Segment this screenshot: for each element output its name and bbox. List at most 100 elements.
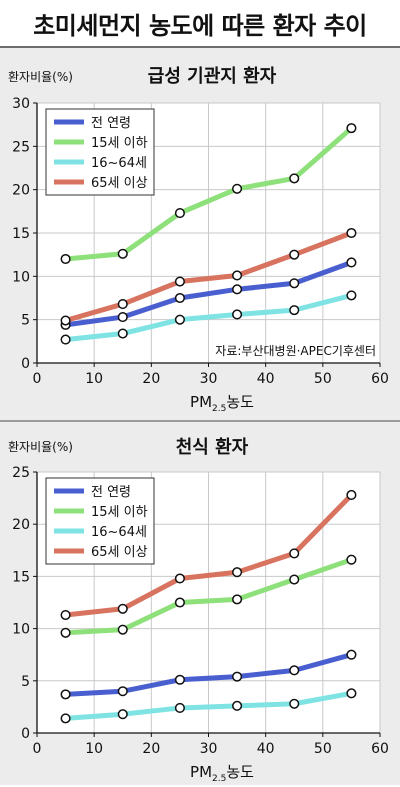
data-point [232, 270, 243, 281]
y-tick-label: 20 [12, 183, 30, 199]
x-tick-label: 20 [142, 371, 160, 387]
y-tick-label: 25 [12, 465, 30, 481]
y-tick-label: 20 [12, 517, 30, 533]
data-point [346, 123, 357, 134]
data-point [60, 689, 71, 700]
x-axis-label: PM2.5농도 [190, 393, 254, 414]
x-tick-label: 50 [314, 741, 332, 757]
legend-label: 16~64세 [91, 156, 147, 171]
chart-acute-bronchitis: 0 5 10 15 20 25 30 0 10 20 30 40 50 60 환자비율(%) 급성 기관지 환… [8, 65, 389, 414]
data-point [174, 292, 185, 304]
data-point [346, 257, 357, 268]
data-point [117, 624, 128, 635]
data-point [346, 554, 357, 565]
legend-label: 15세 이하 [91, 136, 148, 151]
chart-title: 천식 환자 [176, 436, 249, 458]
x-tick-label: 10 [85, 371, 103, 387]
y-tick-label: 0 [21, 726, 30, 742]
data-point [346, 290, 357, 301]
series-line-2 [63, 292, 354, 343]
data-point [346, 688, 357, 699]
x-tick-label: 40 [257, 741, 275, 757]
data-point [117, 299, 128, 310]
data-point [117, 248, 128, 259]
legend-label: 전 연령 [91, 116, 131, 131]
data-point [60, 315, 71, 326]
data-point [289, 278, 300, 289]
legend-label: 16~64세 [91, 525, 147, 540]
data-point [289, 574, 300, 585]
data-point [232, 594, 243, 605]
y-axis-label: 환자비율(%) [8, 440, 73, 454]
legend-label: 65세 이상 [91, 176, 148, 191]
data-point [174, 702, 185, 713]
data-point [232, 671, 243, 682]
y-tick-label: 5 [21, 313, 30, 329]
y-tick-label: 15 [12, 226, 30, 242]
data-point [232, 309, 243, 320]
title-bar: 초미세먼지 농도에 따른 환자 추이 [0, 0, 400, 48]
x-tick-label: 60 [371, 741, 389, 757]
data-point [117, 709, 128, 720]
y-tick-label: 10 [12, 269, 30, 285]
data-point [174, 573, 185, 584]
data-point [60, 609, 71, 621]
x-axis-label: PM2.5농도 [190, 763, 254, 783]
data-point [289, 173, 300, 184]
data-point [117, 686, 128, 697]
chart-panel-asthma: 0 5 10 15 20 25 0 10 20 30 40 50 60 환자비율(%) 천식 환자 PM2.5… [0, 420, 400, 785]
data-point [289, 249, 300, 260]
data-point [289, 698, 300, 709]
data-point [60, 334, 71, 345]
chart-panel-acute-bronchitis: 0 5 10 15 20 25 30 0 10 20 30 40 50 60 환자비율(%) 급성 기관지 환… [0, 48, 400, 420]
x-tick-label: 40 [257, 371, 275, 387]
data-point [346, 227, 357, 239]
legend-label: 65세 이상 [91, 545, 148, 560]
data-point [117, 328, 128, 339]
y-tick-label: 30 [12, 96, 30, 112]
series-line-2 [63, 690, 354, 721]
data-point [289, 305, 300, 316]
series-line-0 [63, 259, 354, 328]
x-tick-label: 60 [371, 371, 389, 387]
source-note: 자료:부산대병원·APEC기후센터 [215, 344, 376, 358]
x-tick-label: 30 [200, 371, 218, 387]
data-point [232, 284, 243, 295]
data-point [232, 567, 243, 578]
data-point [60, 713, 71, 724]
legend-label: 전 연령 [91, 485, 131, 500]
series-line-3 [63, 230, 354, 324]
x-tick-label: 20 [142, 741, 160, 757]
x-tick-label: 0 [33, 741, 42, 757]
x-tick-label: 30 [200, 741, 218, 757]
data-point [289, 548, 300, 559]
data-point [60, 253, 71, 265]
x-tick-label: 10 [85, 741, 103, 757]
y-tick-label: 15 [12, 569, 30, 585]
data-point [346, 489, 357, 501]
data-point [174, 276, 185, 287]
series-line-1 [63, 557, 354, 636]
data-point [117, 312, 128, 323]
legend-label: 15세 이하 [91, 505, 148, 520]
data-point [174, 597, 185, 608]
data-point [289, 665, 300, 676]
y-tick-label: 25 [12, 139, 30, 155]
data-point [174, 674, 185, 685]
y-tick-label: 10 [12, 622, 30, 638]
x-tick-label: 0 [33, 371, 42, 387]
data-point [232, 700, 243, 711]
data-point [117, 603, 128, 614]
data-point [174, 314, 185, 325]
series-line-3 [63, 492, 354, 618]
y-axis-label: 환자비율(%) [8, 70, 73, 84]
data-point [232, 183, 243, 194]
y-tick-label: 5 [21, 674, 30, 690]
y-tick-label: 0 [21, 356, 30, 372]
chart-asthma: 0 5 10 15 20 25 0 10 20 30 40 50 60 환자비율(%) 천식 환자 PM2.5… [8, 436, 389, 784]
series-line-0 [63, 652, 354, 697]
chart-title: 급성 기관지 환자 [148, 65, 277, 87]
data-point [174, 208, 185, 219]
x-tick-label: 50 [314, 371, 332, 387]
data-point [346, 649, 357, 660]
